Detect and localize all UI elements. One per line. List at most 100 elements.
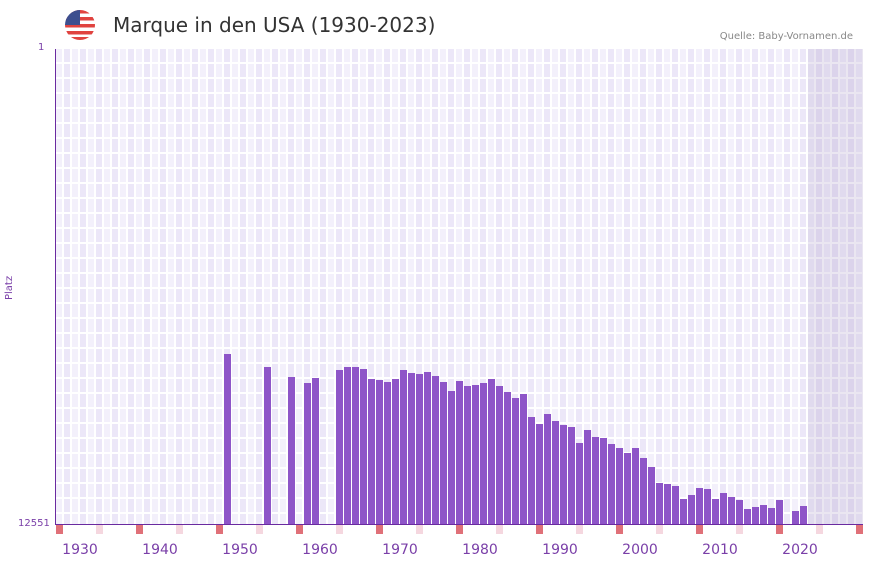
- source-label: Quelle: Baby-Vornamen.de: [719, 31, 853, 42]
- bar-1960[interactable]: [304, 383, 311, 524]
- bar-2005[interactable]: [664, 483, 671, 524]
- year-marker: [616, 525, 623, 534]
- year-marker: [856, 525, 863, 534]
- bar-1997[interactable]: [600, 438, 607, 524]
- bar-1964[interactable]: [336, 369, 343, 524]
- year-marker: [336, 525, 343, 534]
- bar-1989[interactable]: [536, 424, 543, 524]
- bar-2004[interactable]: [656, 483, 663, 524]
- bar-1968[interactable]: [368, 379, 375, 524]
- year-marker: [176, 525, 183, 534]
- year-marker: [416, 525, 423, 534]
- bar-1970[interactable]: [384, 381, 391, 524]
- year-marker: [376, 525, 383, 534]
- year-marker: [536, 525, 543, 534]
- x-tick-label: 2000: [622, 542, 658, 558]
- bar-1986[interactable]: [512, 398, 519, 524]
- bar-2012[interactable]: [720, 493, 727, 524]
- bar-1985[interactable]: [504, 391, 511, 524]
- x-tick-label: 2010: [702, 542, 738, 558]
- bar-1976[interactable]: [432, 376, 439, 524]
- year-marker: [736, 525, 743, 534]
- bar-2015[interactable]: [744, 509, 751, 524]
- year-marker: [656, 525, 663, 534]
- year-marker: [576, 525, 583, 534]
- y-tick-top: 1: [38, 42, 45, 53]
- x-tick-label: 1990: [542, 542, 578, 558]
- bar-1978[interactable]: [448, 391, 455, 524]
- bar-2017[interactable]: [760, 505, 767, 524]
- bar-1975[interactable]: [424, 372, 431, 524]
- bar-2007[interactable]: [680, 499, 687, 524]
- bar-2001[interactable]: [632, 448, 639, 524]
- bar-2013[interactable]: [728, 497, 735, 524]
- bar-1981[interactable]: [472, 385, 479, 524]
- bar-1965[interactable]: [344, 367, 351, 524]
- x-tick-label: 1960: [302, 542, 338, 558]
- bar-1961[interactable]: [312, 378, 319, 524]
- year-marker: [56, 525, 63, 534]
- bar-2021[interactable]: [792, 511, 799, 524]
- bar-1983[interactable]: [488, 379, 495, 524]
- y-axis-line: [55, 49, 56, 525]
- year-marker: [136, 525, 143, 534]
- bar-1977[interactable]: [440, 381, 447, 524]
- bar-1972[interactable]: [400, 369, 407, 524]
- year-marker: [816, 525, 823, 534]
- bar-1996[interactable]: [592, 437, 599, 524]
- y-tick-bottom: 12551: [18, 518, 50, 529]
- year-marker: [776, 525, 783, 534]
- bar-1992[interactable]: [560, 424, 567, 524]
- bar-2006[interactable]: [672, 486, 679, 524]
- bar-1971[interactable]: [392, 379, 399, 524]
- bar-2016[interactable]: [752, 507, 759, 524]
- bar-1995[interactable]: [584, 430, 591, 524]
- year-marker: [296, 525, 303, 534]
- x-tick-label: 1940: [142, 542, 178, 558]
- bar-2018[interactable]: [768, 507, 775, 524]
- bar-1974[interactable]: [416, 374, 423, 524]
- bar-1987[interactable]: [520, 393, 527, 524]
- bar-1984[interactable]: [496, 386, 503, 524]
- chart-title: Marque in den USA (1930-2023): [113, 13, 436, 37]
- year-marker: [216, 525, 223, 534]
- bar-2003[interactable]: [648, 467, 655, 524]
- bar-2019[interactable]: [776, 500, 783, 524]
- bar-1991[interactable]: [552, 421, 559, 524]
- year-marker: [456, 525, 463, 534]
- bar-1966[interactable]: [352, 367, 359, 524]
- us-flag-icon: [65, 10, 95, 40]
- bar-1988[interactable]: [528, 417, 535, 524]
- bar-2022[interactable]: [800, 505, 807, 524]
- future-shade: [808, 49, 863, 525]
- bar-1950[interactable]: [224, 354, 231, 524]
- bar-1973[interactable]: [408, 373, 415, 524]
- bar-2002[interactable]: [640, 457, 647, 524]
- bar-1999[interactable]: [616, 448, 623, 524]
- x-tick-label: 1980: [462, 542, 498, 558]
- bar-2011[interactable]: [712, 499, 719, 524]
- bar-1982[interactable]: [480, 383, 487, 524]
- y-axis-label: Platz: [4, 275, 15, 300]
- year-marker: [256, 525, 263, 534]
- bar-2014[interactable]: [736, 500, 743, 524]
- bar-1990[interactable]: [544, 414, 551, 524]
- bar-1967[interactable]: [360, 369, 367, 524]
- bar-1994[interactable]: [576, 443, 583, 524]
- x-axis-line: [55, 524, 863, 525]
- bar-1958[interactable]: [288, 376, 295, 524]
- bar-1980[interactable]: [464, 386, 471, 524]
- bar-2000[interactable]: [624, 452, 631, 524]
- bar-1998[interactable]: [608, 444, 615, 524]
- x-tick-label: 1970: [382, 542, 418, 558]
- year-marker: [496, 525, 503, 534]
- bar-2008[interactable]: [688, 495, 695, 524]
- bar-2010[interactable]: [704, 488, 711, 524]
- bar-1979[interactable]: [456, 381, 463, 524]
- x-tick-label: 1930: [62, 542, 98, 558]
- bar-1955[interactable]: [264, 367, 271, 524]
- x-tick-label: 1950: [222, 542, 258, 558]
- bar-2009[interactable]: [696, 488, 703, 524]
- bar-1969[interactable]: [376, 379, 383, 524]
- bar-1993[interactable]: [568, 426, 575, 524]
